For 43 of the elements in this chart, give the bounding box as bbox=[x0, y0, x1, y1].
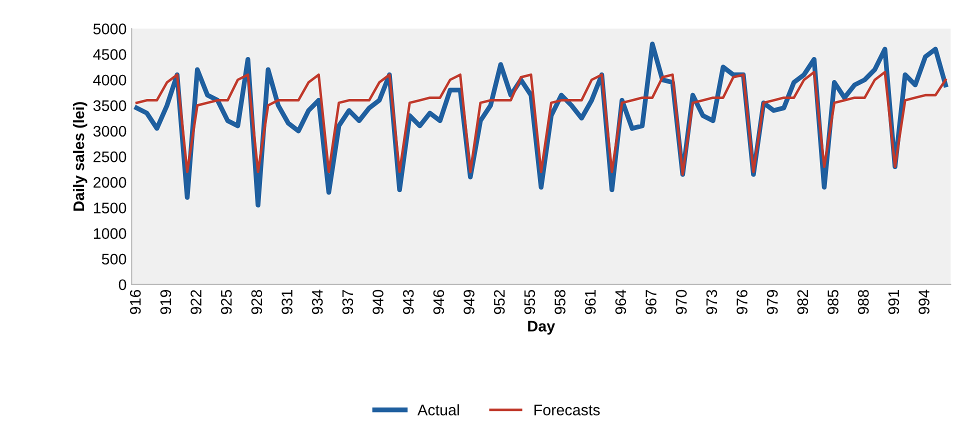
x-tick-label: 973 bbox=[706, 290, 718, 314]
x-tick-label: 925 bbox=[220, 290, 232, 314]
y-tick-label: 500 bbox=[102, 254, 126, 265]
x-tick-label: 931 bbox=[282, 290, 292, 314]
x-tick-label: 937 bbox=[342, 290, 354, 314]
x-tick-label: 916 bbox=[130, 290, 141, 314]
x-tick-label: 946 bbox=[433, 290, 444, 314]
x-tick-label: 952 bbox=[494, 290, 505, 314]
x-tick-label: 955 bbox=[524, 290, 536, 314]
y-tick-label: 3500 bbox=[93, 100, 126, 112]
x-tick-label: 940 bbox=[372, 290, 384, 314]
y-tick-label: 0 bbox=[118, 279, 126, 290]
x-tick-label: 934 bbox=[312, 290, 323, 314]
line-series bbox=[135, 70, 947, 176]
x-tick-label: 943 bbox=[402, 290, 414, 314]
y-tick-label: 4500 bbox=[93, 49, 126, 60]
x-tick-label: 970 bbox=[676, 290, 687, 314]
y-tick-label: 2000 bbox=[94, 177, 126, 188]
x-tick-label: 994 bbox=[918, 290, 930, 314]
legend-label: Forecasts bbox=[534, 404, 600, 416]
x-tick-label: 982 bbox=[797, 290, 808, 314]
x-tick-label: 991 bbox=[888, 290, 900, 314]
x-tick-label: 967 bbox=[646, 290, 656, 314]
x-tick-label: 985 bbox=[828, 290, 838, 314]
x-tick-label: 928 bbox=[251, 290, 262, 314]
x-tick-label: 949 bbox=[464, 290, 474, 314]
y-tick-label: 5000 bbox=[93, 24, 126, 34]
x-tick-label: 988 bbox=[858, 290, 869, 314]
x-tick-label: 976 bbox=[736, 290, 748, 314]
x-tick-label: 961 bbox=[584, 290, 596, 314]
y-tick-label: 3000 bbox=[93, 126, 126, 137]
x-tick-label: 964 bbox=[615, 290, 626, 314]
x-axis-title: Day bbox=[528, 320, 556, 335]
y-axis-title: Daily sales (lei) bbox=[72, 102, 88, 211]
y-tick-label: 1000 bbox=[94, 228, 126, 239]
legend-label: Actual bbox=[417, 404, 459, 416]
y-tick-label: 4000 bbox=[93, 74, 126, 86]
x-tick-label: 958 bbox=[554, 290, 566, 314]
x-tick-label: 979 bbox=[766, 290, 778, 314]
x-tick-label: 922 bbox=[190, 290, 202, 314]
y-tick-label: 2500 bbox=[94, 151, 126, 162]
x-tick-label: 919 bbox=[160, 290, 172, 314]
y-tick-label: 1500 bbox=[94, 202, 126, 214]
